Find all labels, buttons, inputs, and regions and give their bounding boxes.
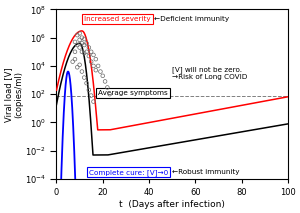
Point (82, 52, 87, 55)
Point (73, 50, 77, 53)
Point (91, 53, 96, 57)
Point (107, 92, 112, 96)
Point (84, 42, 89, 45)
Point (84, 50, 89, 53)
Point (80, 70, 84, 73)
Point (100, 74, 105, 78)
Point (80, 36, 84, 39)
Point (80, 50, 84, 53)
Point (89, 60, 94, 63)
Point (73, 58, 77, 61)
Text: Average symptoms: Average symptoms (98, 90, 168, 96)
Point (96, 64, 100, 68)
Text: ←Robust immunity: ←Robust immunity (172, 169, 240, 175)
Point (75, 33, 80, 37)
Point (91, 100, 96, 103)
Point (77, 32, 82, 35)
Point (73, 40, 77, 44)
Text: [V] will not be zero.
→Risk of Long COVID: [V] will not be zero. →Risk of Long COVI… (172, 66, 248, 81)
Point (75, 43, 80, 47)
Point (86, 46, 91, 49)
Point (82, 43, 87, 47)
Point (89, 94, 94, 97)
Point (77, 63, 82, 66)
Point (75, 66, 80, 69)
Point (105, 86, 110, 89)
Point (82, 37, 87, 41)
Point (91, 64, 96, 68)
Point (89, 50, 94, 53)
Y-axis label: Viral load [V]
(copies/ml): Viral load [V] (copies/ml) (4, 67, 24, 121)
Text: Increased severity: Increased severity (84, 16, 151, 22)
Point (86, 54, 91, 58)
Point (84, 82, 89, 85)
X-axis label: t  (Days after infection): t (Days after infection) (119, 200, 225, 209)
Point (77, 38, 82, 42)
Point (80, 42, 84, 45)
Point (93, 58, 98, 61)
Point (82, 76, 87, 79)
Point (77, 46, 82, 49)
Point (103, 80, 107, 83)
Point (86, 88, 91, 92)
Point (70, 60, 75, 63)
Point (98, 70, 103, 73)
Text: Complete cure: [V]→0: Complete cure: [V]→0 (89, 169, 168, 176)
Text: ←Deficient immunity: ←Deficient immunity (154, 16, 229, 22)
Point (93, 68, 98, 72)
